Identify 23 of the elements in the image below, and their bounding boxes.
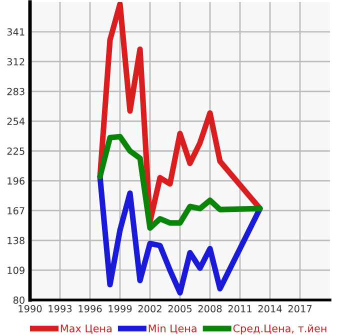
y-tick-label: 283	[7, 88, 24, 96]
y-tick-label: 109	[8, 266, 24, 274]
x-tick-label: 2014	[258, 305, 282, 312]
y-tick-label: 225	[7, 147, 24, 155]
y-tick-label: 138	[8, 236, 24, 244]
x-tick-label: 2017	[288, 305, 312, 312]
x-tick-label: 2005	[168, 305, 192, 312]
x-tick-label: 1996	[78, 305, 102, 312]
y-tick-label: 80	[13, 296, 24, 304]
y-tick-label: 167	[8, 207, 24, 214]
y-tick-label: 312	[7, 58, 24, 66]
y-tick-label: 254	[7, 118, 25, 126]
x-tick-label: 2008	[198, 305, 222, 312]
x-tick-label: 1990	[18, 305, 42, 312]
x-tick-label: 1999	[108, 305, 132, 312]
y-tick-label: 196	[8, 177, 25, 185]
y-tick-label: 341	[7, 28, 24, 36]
legend-label: Сред.Цена, т.йен	[233, 324, 326, 334]
legend-label: Max Цена	[60, 324, 112, 334]
x-tick-label: 2002	[138, 305, 162, 312]
x-tick-label: 1993	[48, 305, 72, 312]
legend-label: Min Цена	[148, 324, 196, 334]
x-tick-label: 2011	[228, 305, 252, 312]
